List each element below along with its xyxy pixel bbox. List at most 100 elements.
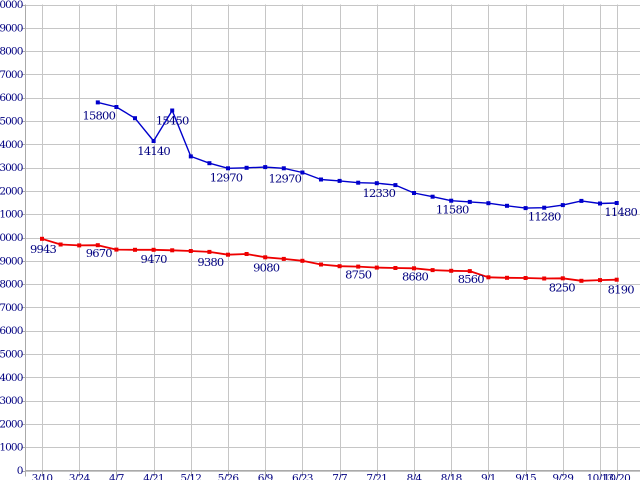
data-point [58, 242, 63, 247]
data-point [598, 201, 602, 206]
x-tick-labels: 3/10 3/24 4/7 4/21 5/12 5/26 6/9 6/23 7/7 7/21 8/4… [32, 473, 631, 480]
data-point [467, 199, 472, 204]
x-tick-label: 7/7 [332, 473, 347, 480]
y-tick-label: 13000 [0, 162, 23, 174]
x-tick-label: 4/21 [143, 473, 164, 480]
data-point [226, 252, 230, 257]
data-label: 8560 [458, 272, 485, 286]
data-label: 14140 [137, 144, 170, 158]
y-tick-label: 0 [17, 465, 23, 477]
data-point [393, 266, 398, 270]
data-point [207, 249, 212, 254]
data-point [430, 268, 435, 273]
x-tick-label: 8/18 [441, 473, 462, 480]
x-tick-label: 3/10 [32, 473, 53, 480]
data-point [207, 161, 212, 166]
data-point [486, 201, 491, 206]
data-label: 11480 [604, 205, 637, 219]
data-label: 9080 [253, 260, 280, 274]
data-point [77, 243, 82, 248]
data-point [281, 166, 286, 171]
data-point [356, 180, 361, 185]
data-point [40, 236, 44, 241]
data-label: 9470 [141, 252, 168, 266]
data-point [319, 177, 323, 182]
data-point [114, 105, 119, 109]
x-tick-label: 9/15 [515, 473, 536, 480]
data-label: 8190 [608, 283, 635, 297]
data-point [542, 276, 547, 281]
data-point [486, 275, 491, 280]
y-gridlines [21, 5, 640, 472]
data-label: 15800 [83, 108, 116, 122]
data-point [449, 198, 454, 203]
x-tick-label: 10/20 [603, 473, 630, 480]
data-point [505, 275, 509, 280]
data-point [337, 178, 342, 183]
y-tick-label: 1000 [0, 442, 23, 454]
data-point [374, 265, 379, 270]
y-tick-label: 17000 [0, 69, 23, 81]
data-point [412, 191, 416, 195]
data-label: 9670 [86, 246, 113, 260]
x-tick-label: 4/7 [109, 473, 124, 480]
y-tick-label: 10000 [0, 232, 23, 244]
y-tick-label: 3000 [0, 395, 23, 407]
data-point [614, 201, 619, 205]
y-tick-label: 5000 [0, 349, 23, 361]
y-tick-label: 7000 [0, 302, 23, 314]
data-point [319, 262, 323, 267]
y-tick-label: 15000 [0, 116, 23, 128]
y-tick-label: 18000 [0, 46, 23, 58]
data-point [244, 252, 249, 256]
data-label: 11280 [528, 210, 561, 224]
data-point [244, 165, 249, 170]
blue-series-labels: 15800 14140 15450 12970 12970 12330 11580 11280… [83, 108, 639, 224]
y-tick-label: 19000 [0, 22, 23, 34]
data-point [95, 243, 100, 248]
data-point [356, 264, 361, 269]
x-tick-label: 8/4 [407, 473, 423, 480]
data-point [542, 205, 547, 210]
y-tick-labels: 0 1000 2000 3000 4000 5000 6000 7000 8000 9000 100… [0, 0, 24, 477]
data-point [337, 264, 342, 269]
data-point [523, 206, 528, 211]
data-point [393, 183, 398, 188]
data-point [263, 165, 268, 170]
data-label: 8750 [345, 268, 372, 282]
y-tick-label: 11000 [0, 209, 23, 221]
data-point [151, 247, 156, 252]
data-label: 8250 [549, 280, 576, 294]
data-point [226, 166, 230, 171]
data-point [281, 256, 286, 261]
data-point [133, 247, 137, 252]
data-point [467, 269, 472, 274]
data-label: 9380 [197, 255, 224, 269]
y-tick-label: 20000 [0, 0, 23, 11]
x-tick-label: 7/21 [366, 473, 387, 480]
data-label: 11580 [436, 203, 469, 217]
data-point [614, 277, 619, 282]
data-point [95, 100, 100, 105]
data-label: 8680 [402, 269, 429, 283]
x-tick-label: 5/12 [180, 473, 201, 480]
red-series-line [41, 237, 617, 282]
y-tick-label: 9000 [0, 255, 23, 267]
y-tick-label: 16000 [0, 92, 23, 104]
data-point [151, 139, 156, 143]
data-point [560, 276, 565, 281]
data-point [523, 276, 528, 280]
data-point [560, 203, 565, 208]
data-point [374, 181, 379, 186]
data-point [412, 266, 416, 271]
x-tick-label: 9/1 [481, 473, 496, 480]
x-tick-label: 9/29 [552, 473, 573, 480]
data-point [449, 268, 454, 273]
data-label: 12970 [210, 170, 243, 184]
data-point [188, 154, 193, 159]
data-point [300, 258, 305, 263]
data-label: 12330 [363, 186, 396, 200]
blue-series [95, 100, 619, 211]
